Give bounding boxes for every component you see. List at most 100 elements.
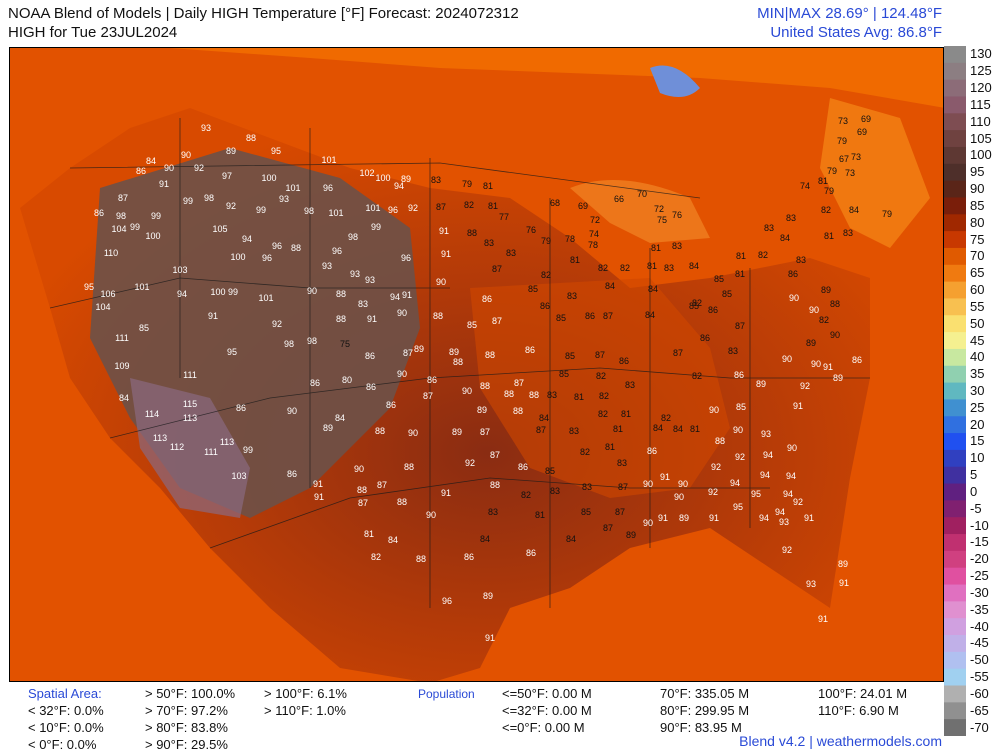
minmax-readout: MIN|MAX 28.69° | 124.48°F — [757, 5, 942, 22]
station-temperature: 99 — [228, 287, 238, 297]
station-temperature: 102 — [359, 168, 374, 178]
station-temperature: 79 — [837, 136, 847, 146]
colorbar-tick-label: -45 — [970, 635, 989, 651]
great-lakes-region — [570, 180, 710, 243]
station-temperature: 90 — [397, 308, 407, 318]
station-temperature: 89 — [756, 379, 766, 389]
station-temperature: 86 — [464, 552, 474, 562]
station-temperature: 91 — [314, 492, 324, 502]
station-temperature: 99 — [151, 211, 161, 221]
station-temperature: 88 — [397, 497, 407, 507]
station-temperature: 91 — [159, 179, 169, 189]
station-temperature: 81 — [736, 251, 746, 261]
legend-col6-row: 100°F: 24.01 M — [818, 686, 908, 701]
station-temperature: 91 — [441, 249, 451, 259]
station-temperature: 99 — [371, 222, 381, 232]
colorbar-swatch — [944, 281, 966, 299]
station-temperature: 86 — [427, 375, 437, 385]
colorbar-tick-label: 0 — [970, 483, 978, 499]
station-temperature: 94 — [394, 181, 404, 191]
station-temperature: 89 — [401, 174, 411, 184]
legend-col2-row: > 70°F: 97.2% — [145, 703, 228, 718]
station-temperature: 81 — [483, 181, 493, 191]
station-temperature: 66 — [614, 194, 624, 204]
station-temperature: 90 — [809, 305, 819, 315]
station-temperature: 84 — [480, 534, 490, 544]
station-temperature: 70 — [637, 189, 647, 199]
station-temperature: 82 — [464, 200, 474, 210]
station-temperature: 86 — [700, 333, 710, 343]
station-temperature: 90 — [789, 293, 799, 303]
station-temperature: 96 — [323, 183, 333, 193]
station-temperature: 93 — [365, 275, 375, 285]
station-temperature: 89 — [833, 373, 843, 383]
station-temperature: 101 — [321, 155, 336, 165]
colorbar-tick-label: -60 — [970, 685, 989, 701]
colorbar-swatch — [944, 46, 966, 64]
station-temperature: 103 — [231, 471, 246, 481]
station-temperature: 89 — [483, 591, 493, 601]
colorbar-swatch — [944, 567, 966, 586]
station-temperature: 88 — [336, 314, 346, 324]
station-temperature: 86 — [482, 294, 492, 304]
colorbar-swatch — [944, 180, 966, 198]
station-temperature: 85 — [528, 284, 538, 294]
colorbar-tick-label: 130 — [970, 46, 992, 62]
station-temperature: 84 — [605, 281, 615, 291]
colorbar-swatch — [944, 348, 966, 367]
colorbar-tick-label: 20 — [970, 416, 985, 432]
station-temperature: 83 — [672, 241, 682, 251]
station-temperature: 68 — [550, 198, 560, 208]
station-temperature: 94 — [775, 507, 785, 517]
station-temperature: 88 — [357, 485, 367, 495]
colorbar-swatch — [944, 449, 966, 468]
legend-col-6: 100°F: 24.01 M 110°F: 6.90 M — [818, 685, 907, 719]
station-temperature: 90 — [643, 479, 653, 489]
station-temperature: 92 — [782, 545, 792, 555]
station-temperature: 83 — [582, 482, 592, 492]
station-temperature: 87 — [603, 523, 613, 533]
station-temperature: 82 — [541, 270, 551, 280]
station-temperature: 110 — [104, 248, 118, 258]
station-temperature: 83 — [567, 291, 577, 301]
colorbar-tick-label: 90 — [970, 181, 985, 197]
station-temperature: 92 — [793, 497, 803, 507]
station-temperature: 98 — [348, 232, 358, 242]
station-temperature: 96 — [401, 253, 411, 263]
station-temperature: 88 — [467, 228, 477, 238]
map-summary: MIN|MAX 28.69° | 124.48°F United States … — [757, 4, 942, 42]
title-line-2: HIGH for Tue 23JUL2024 — [8, 24, 178, 41]
station-temperature: 87 — [603, 311, 613, 321]
station-temperature: 90 — [643, 518, 653, 528]
brand-credit[interactable]: Blend v4.2 | weathermodels.com — [739, 733, 942, 749]
station-temperature: 85 — [565, 351, 575, 361]
station-temperature: 88 — [485, 350, 495, 360]
station-temperature: 81 — [574, 392, 584, 402]
station-temperature: 83 — [431, 175, 441, 185]
colorbar-swatch — [944, 197, 966, 215]
station-temperature: 85 — [736, 402, 746, 412]
station-temperature: 99 — [243, 445, 253, 455]
station-temperature: 90 — [733, 425, 743, 435]
station-temperature: 96 — [388, 205, 398, 215]
colorbar-swatch — [944, 433, 966, 451]
station-temperature: 94 — [759, 513, 769, 523]
station-temperature: 96 — [272, 241, 282, 251]
us-average-readout: United States Avg: 86.8°F — [770, 24, 942, 41]
new-england-region — [820, 98, 930, 248]
lake-region — [650, 65, 700, 97]
station-temperature: 111 — [183, 370, 197, 380]
station-temperature: 81 — [621, 409, 631, 419]
station-temperature: 78 — [565, 234, 575, 244]
colorbar-swatch — [944, 62, 966, 81]
station-temperature: 87 — [514, 378, 524, 388]
station-temperature: 104 — [95, 302, 110, 312]
colorbar-swatch — [944, 534, 966, 552]
station-temperature: 86 — [236, 403, 246, 413]
station-temperature: 87 — [673, 348, 683, 358]
station-temperature: 95 — [271, 146, 281, 156]
station-temperature: 94 — [783, 489, 793, 499]
station-temperature: 83 — [728, 346, 738, 356]
station-temperature: 87 — [615, 507, 625, 517]
colorbar-swatch — [944, 550, 966, 569]
